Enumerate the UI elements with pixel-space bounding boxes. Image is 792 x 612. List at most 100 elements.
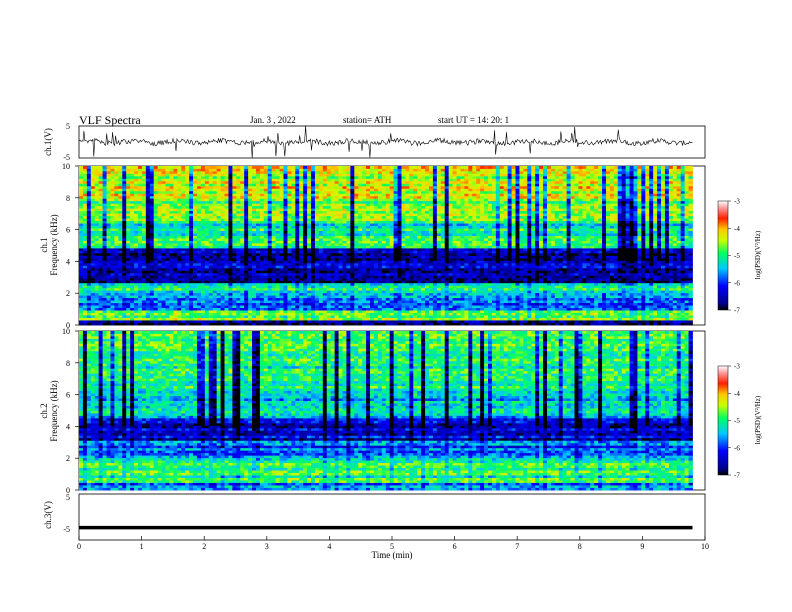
spectrogram-cell bbox=[90, 267, 96, 271]
spectrogram-cell bbox=[582, 275, 587, 279]
spectrogram-cell bbox=[267, 302, 273, 306]
spectrogram-cell bbox=[688, 255, 693, 259]
spectrogram-cell bbox=[134, 310, 139, 313]
spectrogram-cell bbox=[346, 315, 351, 318]
spectrogram-cell bbox=[468, 270, 473, 274]
spectrogram-cell bbox=[432, 245, 438, 249]
spectrogram-cell bbox=[539, 295, 544, 299]
spectrogram-cell bbox=[275, 270, 280, 274]
spectrogram-cell bbox=[531, 322, 536, 326]
spectrogram-cell bbox=[358, 257, 363, 261]
spectrogram-cell bbox=[193, 312, 198, 316]
spectrogram-cell bbox=[550, 275, 556, 279]
spectrogram-cell bbox=[130, 275, 135, 279]
spectrogram-cell bbox=[558, 260, 564, 264]
spectrogram-cell bbox=[574, 315, 579, 318]
spectrogram-cell bbox=[377, 302, 383, 306]
spectrogram-cell bbox=[110, 245, 115, 249]
spectrogram-cell bbox=[228, 250, 233, 254]
spectrogram-cell bbox=[287, 315, 292, 318]
spectrogram-cell bbox=[491, 280, 497, 284]
spectrogram-cell bbox=[236, 245, 241, 249]
spectrogram-cell bbox=[118, 312, 123, 316]
spectrogram-cell bbox=[82, 250, 88, 254]
spectrogram-cell bbox=[114, 285, 119, 289]
spectrogram-cell bbox=[487, 262, 493, 266]
spectrogram-cell bbox=[550, 252, 556, 256]
spectrogram-cell bbox=[602, 255, 607, 259]
spectrogram-cell bbox=[515, 287, 520, 291]
spectrogram-cell bbox=[322, 287, 328, 291]
spectrogram-cell bbox=[299, 312, 304, 316]
spectrogram-cell bbox=[436, 287, 442, 291]
spectrogram-cell bbox=[216, 275, 221, 279]
spectrogram-cell bbox=[248, 297, 253, 301]
spectrogram-cell bbox=[554, 272, 560, 276]
spectrogram-cell bbox=[196, 250, 202, 254]
spectrogram-cell bbox=[440, 282, 446, 286]
spectrogram-cell bbox=[102, 245, 107, 249]
spectrogram-cell bbox=[629, 257, 634, 261]
spectrogram-cell bbox=[224, 295, 229, 299]
spectrogram-cell bbox=[452, 255, 457, 259]
spectrogram-cell bbox=[484, 302, 489, 306]
spectrogram-cell bbox=[401, 280, 406, 284]
spectrogram-cell bbox=[165, 257, 170, 261]
spectrogram-cell bbox=[519, 300, 524, 304]
spectrogram-cell bbox=[672, 302, 678, 306]
spectrogram-cell bbox=[279, 292, 284, 296]
spectrogram-cell bbox=[279, 260, 284, 264]
spectrogram-cell bbox=[149, 255, 155, 259]
spectrogram-cell bbox=[326, 270, 332, 274]
spectrogram-cell bbox=[228, 310, 233, 313]
spectrogram-cell bbox=[511, 320, 516, 323]
spectrogram-cell bbox=[134, 247, 139, 251]
spectrogram-cell bbox=[625, 255, 630, 259]
spectrogram-cell bbox=[342, 302, 347, 306]
spectrogram-cell bbox=[389, 247, 394, 251]
spectrogram-cell bbox=[590, 307, 595, 311]
spectrogram-cell bbox=[460, 280, 465, 284]
spectrogram-cell bbox=[338, 295, 343, 299]
spectrogram-cell bbox=[145, 322, 151, 326]
spectrogram-cell bbox=[244, 265, 249, 269]
spectrogram-cell bbox=[460, 250, 465, 254]
spectrogram-cell bbox=[460, 295, 465, 299]
spectrogram-cell bbox=[609, 290, 615, 294]
spectrogram-cell bbox=[185, 257, 190, 261]
spectrogram-cell bbox=[495, 307, 501, 311]
spectrogram-cell bbox=[476, 312, 481, 316]
spectrogram-cell bbox=[484, 292, 489, 296]
spectrogram-cell bbox=[130, 290, 135, 294]
spectrogram-cell bbox=[342, 277, 347, 281]
spectrogram-cell bbox=[153, 267, 159, 271]
spectrogram-cell bbox=[480, 287, 485, 291]
spectrogram-cell bbox=[625, 292, 630, 296]
spectrogram-cell bbox=[118, 302, 123, 306]
spectrogram-cell bbox=[153, 307, 159, 311]
spectrogram-cell bbox=[307, 270, 312, 274]
spectrogram-cell bbox=[385, 267, 391, 271]
spectrogram-cell bbox=[436, 265, 442, 269]
spectrogram-cell bbox=[122, 307, 127, 311]
spectrogram-cell bbox=[342, 320, 347, 323]
spectrogram-cell bbox=[527, 317, 532, 321]
spectrogram-cell bbox=[334, 307, 339, 311]
spectrogram-cell bbox=[566, 320, 571, 323]
spectrogram-cell bbox=[417, 322, 422, 326]
spectrogram-cell bbox=[476, 292, 481, 296]
spectrogram-cell bbox=[594, 297, 599, 301]
spectrogram-cell bbox=[582, 310, 587, 313]
spectrogram-cell bbox=[668, 302, 674, 306]
spectrogram-cell bbox=[216, 300, 221, 304]
spectrogram-cell bbox=[653, 280, 658, 284]
spectrogram-cell bbox=[358, 287, 363, 291]
spectrogram-cell bbox=[570, 250, 575, 254]
spectrogram-cell bbox=[491, 317, 497, 321]
spectrogram-cell bbox=[661, 252, 666, 256]
spectrogram-cell bbox=[664, 265, 670, 269]
spectrogram-cell bbox=[90, 320, 96, 323]
spectrogram-cell bbox=[267, 265, 273, 269]
spectrogram-cell bbox=[153, 300, 159, 304]
spectrogram-cell bbox=[554, 275, 560, 279]
